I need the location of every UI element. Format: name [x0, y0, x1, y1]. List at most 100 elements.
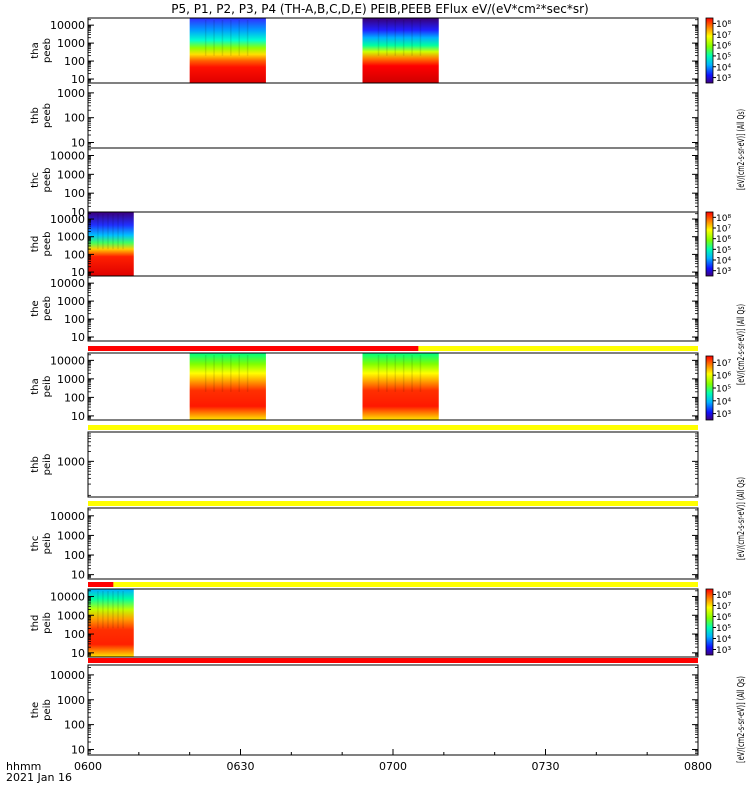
y-axis-tha-peeb: 10000 1000 100 10 [50, 19, 698, 86]
colorbar-tick-label: 10⁶ [716, 372, 731, 382]
panel-product-label: peib [42, 612, 53, 634]
panel-product-label: peib [42, 376, 53, 398]
spectrogram-block [189, 18, 266, 83]
status-bar-segment [113, 582, 698, 587]
panel-label: thc peib [30, 533, 53, 555]
spectrogram-texture [102, 591, 104, 629]
x-tick-label: 0600 [74, 760, 102, 773]
y-tick-label: 100 [64, 628, 85, 641]
colorbar-gradient [705, 17, 714, 84]
colorbar-tick-label: 10³ [716, 74, 731, 84]
panel-frame [87, 431, 699, 498]
panel-probe-label: thb [30, 107, 41, 124]
spectrogram-texture [238, 355, 240, 392]
colorbar-tick-label: 10⁸ [716, 214, 731, 224]
y-tick-label: 100 [64, 313, 85, 326]
colorbar-tick-label: 10⁷ [716, 359, 731, 369]
colorbar-tick-label: 10⁵ [716, 385, 731, 395]
spectrogram-texture [204, 355, 207, 392]
status-bar-segment [418, 346, 698, 351]
spectrogram-texture [122, 591, 124, 629]
panel-probe-label: thb [30, 456, 41, 473]
spectrogram-block [88, 212, 134, 276]
status-bar-segment [88, 582, 114, 587]
y-tick-label: 1000 [57, 373, 85, 386]
y-tick-label: 10 [71, 743, 85, 756]
colorbar-tick-label: 10³ [716, 646, 731, 656]
spectrogram-texture [213, 20, 215, 56]
panel-product-label: peeb [42, 232, 53, 257]
panel-label: thb peib [30, 454, 53, 476]
panel-probe-label: thc [30, 536, 41, 552]
panel-thd-peib: 10000 1000 100 10 thd peib [30, 582, 699, 660]
y-tick-label: 1000 [57, 231, 85, 244]
spectrogram-texture [402, 355, 405, 392]
y-tick-label: 1000 [57, 87, 85, 100]
y-tick-label: 100 [64, 112, 85, 125]
x-axis-date-label: 2021 Jan 16 [6, 771, 72, 784]
panel-label: tha peeb [30, 38, 53, 63]
spectrogram-block [88, 589, 134, 657]
spectrogram-texture [230, 355, 232, 392]
status-bar-segment [88, 501, 698, 506]
panel-label: thc peeb [30, 168, 53, 193]
panel-tha-peeb: 10000 1000 100 10 tha peeb [30, 17, 699, 86]
colorbar-tick-label: 10⁴ [716, 63, 731, 73]
spectrogram-texture [112, 214, 114, 250]
y-tick-label: 10000 [50, 277, 85, 290]
colorbar-tick-label: 10⁶ [716, 42, 731, 52]
colorbar-gradient [705, 588, 714, 656]
panel-label: the peeb [30, 296, 53, 321]
panel-label: thb peeb [30, 103, 53, 128]
panel-probe-label: the [30, 702, 41, 718]
y-tick-label: 100 [64, 187, 85, 200]
panel-thc-peeb: 10000 1000 100 10 thc peeb [30, 147, 699, 219]
spectrogram-texture [377, 355, 380, 392]
panel-thb-peeb: 1000 100 10 thb peeb [30, 82, 699, 149]
spectrogram-texture [221, 20, 224, 56]
spectrogram-texture [411, 355, 413, 392]
x-tick-label: 0630 [227, 760, 255, 773]
panel-label: thd peib [30, 612, 53, 634]
y-tick-label: 100 [64, 55, 85, 68]
y-tick-label: 1000 [57, 37, 85, 50]
panel-frame [87, 82, 699, 149]
y-tick-label: 1000 [57, 295, 85, 308]
spectrogram-texture [230, 20, 232, 56]
y-tick-label: 10 [71, 206, 85, 219]
status-bar-segment [88, 346, 419, 351]
colorbar-tick-label: 10⁸ [716, 20, 731, 30]
spectrogram-texture [386, 20, 388, 56]
panel-frame [87, 664, 699, 756]
spectrogram-texture [419, 20, 422, 56]
spectrogram-texture [107, 591, 109, 629]
panel-label: tha peib [30, 376, 53, 398]
y-tick-label: 100 [64, 549, 85, 562]
panel-probe-label: thc [30, 172, 41, 188]
panel-tha-peib: 10000 1000 100 10 tha peib [30, 346, 699, 423]
spectrogram-block [362, 353, 439, 420]
spectrogram-texture [238, 20, 240, 56]
y-axis-thd-peib: 10000 1000 100 10 [50, 590, 698, 660]
spectrogram-texture [394, 355, 397, 392]
y-tick-label: 10 [71, 647, 85, 660]
panel-frame [87, 588, 699, 658]
y-tick-label: 10000 [50, 213, 85, 226]
colorbar-tick-label: 10⁸ [716, 591, 731, 601]
spectrogram-texture [102, 214, 104, 250]
panel-product-label: peib [42, 454, 53, 476]
panel-thc-peib: 10000 1000 100 10 thc peib [30, 501, 699, 582]
y-axis-thb-peeb: 1000 100 10 [57, 85, 698, 149]
y-tick-label: 10 [71, 410, 85, 423]
y-axis-thc-peib: 10000 1000 100 10 [50, 509, 698, 582]
panel-label: the peib [30, 699, 53, 721]
y-tick-label: 10 [71, 266, 85, 279]
y-tick-label: 10000 [50, 149, 85, 162]
spectrogram-texture [377, 20, 380, 56]
colorbar-tick-label: 10⁷ [716, 31, 731, 41]
